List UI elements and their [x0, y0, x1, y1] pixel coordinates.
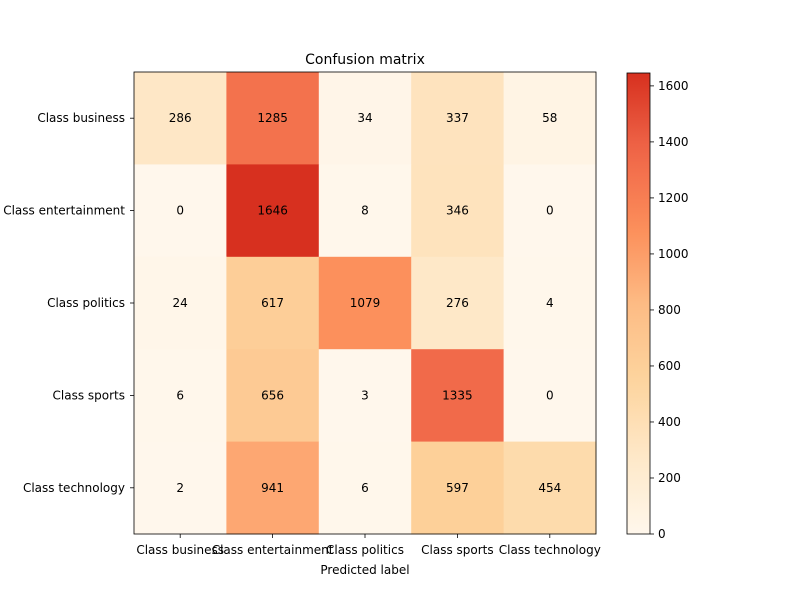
heatmap-cell — [503, 441, 597, 535]
x-tick-label: Class entertainment — [212, 543, 334, 557]
heatmap-cell — [134, 72, 227, 165]
x-axis-label: Predicted label — [320, 563, 409, 577]
heatmap-cell-labels: 286 1285 34 337 580 1646 8 346 024 617 1079 276 46 65… — [169, 111, 562, 495]
heatmap-cell — [226, 72, 320, 165]
cell-value-label: 1646 — [257, 204, 288, 218]
colorbar-tick-label: 0 — [658, 527, 666, 541]
heatmap-cell — [503, 256, 597, 350]
heatmap-cell — [226, 164, 320, 258]
cell-value-label: 24 — [173, 296, 188, 310]
heatmap-cell — [134, 256, 227, 350]
heatmap-cell — [503, 349, 597, 443]
heatmap-cell — [318, 349, 412, 443]
heatmap-cell — [503, 72, 597, 165]
heatmap-cell — [411, 441, 505, 535]
y-axis-ticks: Class business Class entertainment Class p… — [3, 111, 134, 495]
colorbar-tick-label: 200 — [658, 471, 681, 485]
cell-value-label: 276 — [446, 296, 469, 310]
heatmap-cell — [503, 164, 597, 258]
x-tick-label: Class sports — [421, 543, 494, 557]
colorbar-tick-label: 1200 — [658, 191, 689, 205]
heatmap-cell — [411, 256, 505, 350]
cell-value-label: 2 — [176, 481, 184, 495]
x-tick-label: Class politics — [326, 543, 404, 557]
cell-value-label: 597 — [446, 481, 469, 495]
cell-value-label: 8 — [361, 204, 369, 218]
cell-value-label: 4 — [546, 296, 554, 310]
heatmap-cell — [134, 349, 227, 443]
heatmap-cell — [318, 256, 412, 350]
colorbar-tick-label: 800 — [658, 303, 681, 317]
heatmap-cells — [134, 72, 597, 535]
colorbar-tick-label: 400 — [658, 415, 681, 429]
cell-value-label: 0 — [176, 204, 184, 218]
colorbar-tick-label: 600 — [658, 359, 681, 373]
heatmap-cell — [411, 349, 505, 443]
cell-value-label: 286 — [169, 111, 192, 125]
cell-value-label: 6 — [176, 388, 184, 402]
y-tick-label: Class business — [37, 111, 125, 125]
x-tick-label: Class business — [136, 543, 224, 557]
heatmap-cell — [226, 349, 320, 443]
cell-value-label: 1335 — [442, 388, 473, 402]
heatmap-cell — [226, 256, 320, 350]
cell-value-label: 0 — [546, 388, 554, 402]
cell-value-label: 337 — [446, 111, 469, 125]
heatmap-cell — [226, 441, 320, 535]
heatmap-cell — [318, 72, 412, 165]
cell-value-label: 346 — [446, 204, 469, 218]
cell-value-label: 941 — [261, 481, 284, 495]
colorbar-tick-label: 1400 — [658, 135, 689, 149]
cell-value-label: 1079 — [350, 296, 381, 310]
y-tick-label: Class sports — [53, 388, 126, 402]
y-tick-label: Class politics — [47, 296, 125, 310]
colorbar — [626, 72, 651, 535]
heatmap-cell — [134, 441, 227, 535]
cell-value-label: 0 — [546, 204, 554, 218]
heatmap-cell — [411, 72, 505, 165]
heatmap-cell — [318, 441, 412, 535]
cell-value-label: 1285 — [257, 111, 288, 125]
cell-value-label: 617 — [261, 296, 284, 310]
colorbar-ticks: 0 200 400 600 800 1000 1200 1400 1600 — [650, 79, 689, 541]
heatmap-cell — [318, 164, 412, 258]
cell-value-label: 656 — [261, 388, 284, 402]
cell-value-label: 6 — [361, 481, 369, 495]
colorbar-tick-label: 1600 — [658, 79, 689, 93]
chart-title: Confusion matrix — [305, 52, 425, 68]
cell-value-label: 3 — [361, 388, 369, 402]
heatmap-cell — [411, 164, 505, 258]
cell-value-label: 454 — [538, 481, 561, 495]
cell-value-label: 34 — [357, 111, 372, 125]
colorbar-tick-label: 1000 — [658, 247, 689, 261]
x-tick-label: Class technology — [499, 543, 601, 557]
cell-value-label: 58 — [542, 111, 557, 125]
y-tick-label: Class entertainment — [3, 204, 125, 218]
heatmap-cell — [134, 164, 227, 258]
y-tick-label: Class technology — [23, 481, 125, 495]
